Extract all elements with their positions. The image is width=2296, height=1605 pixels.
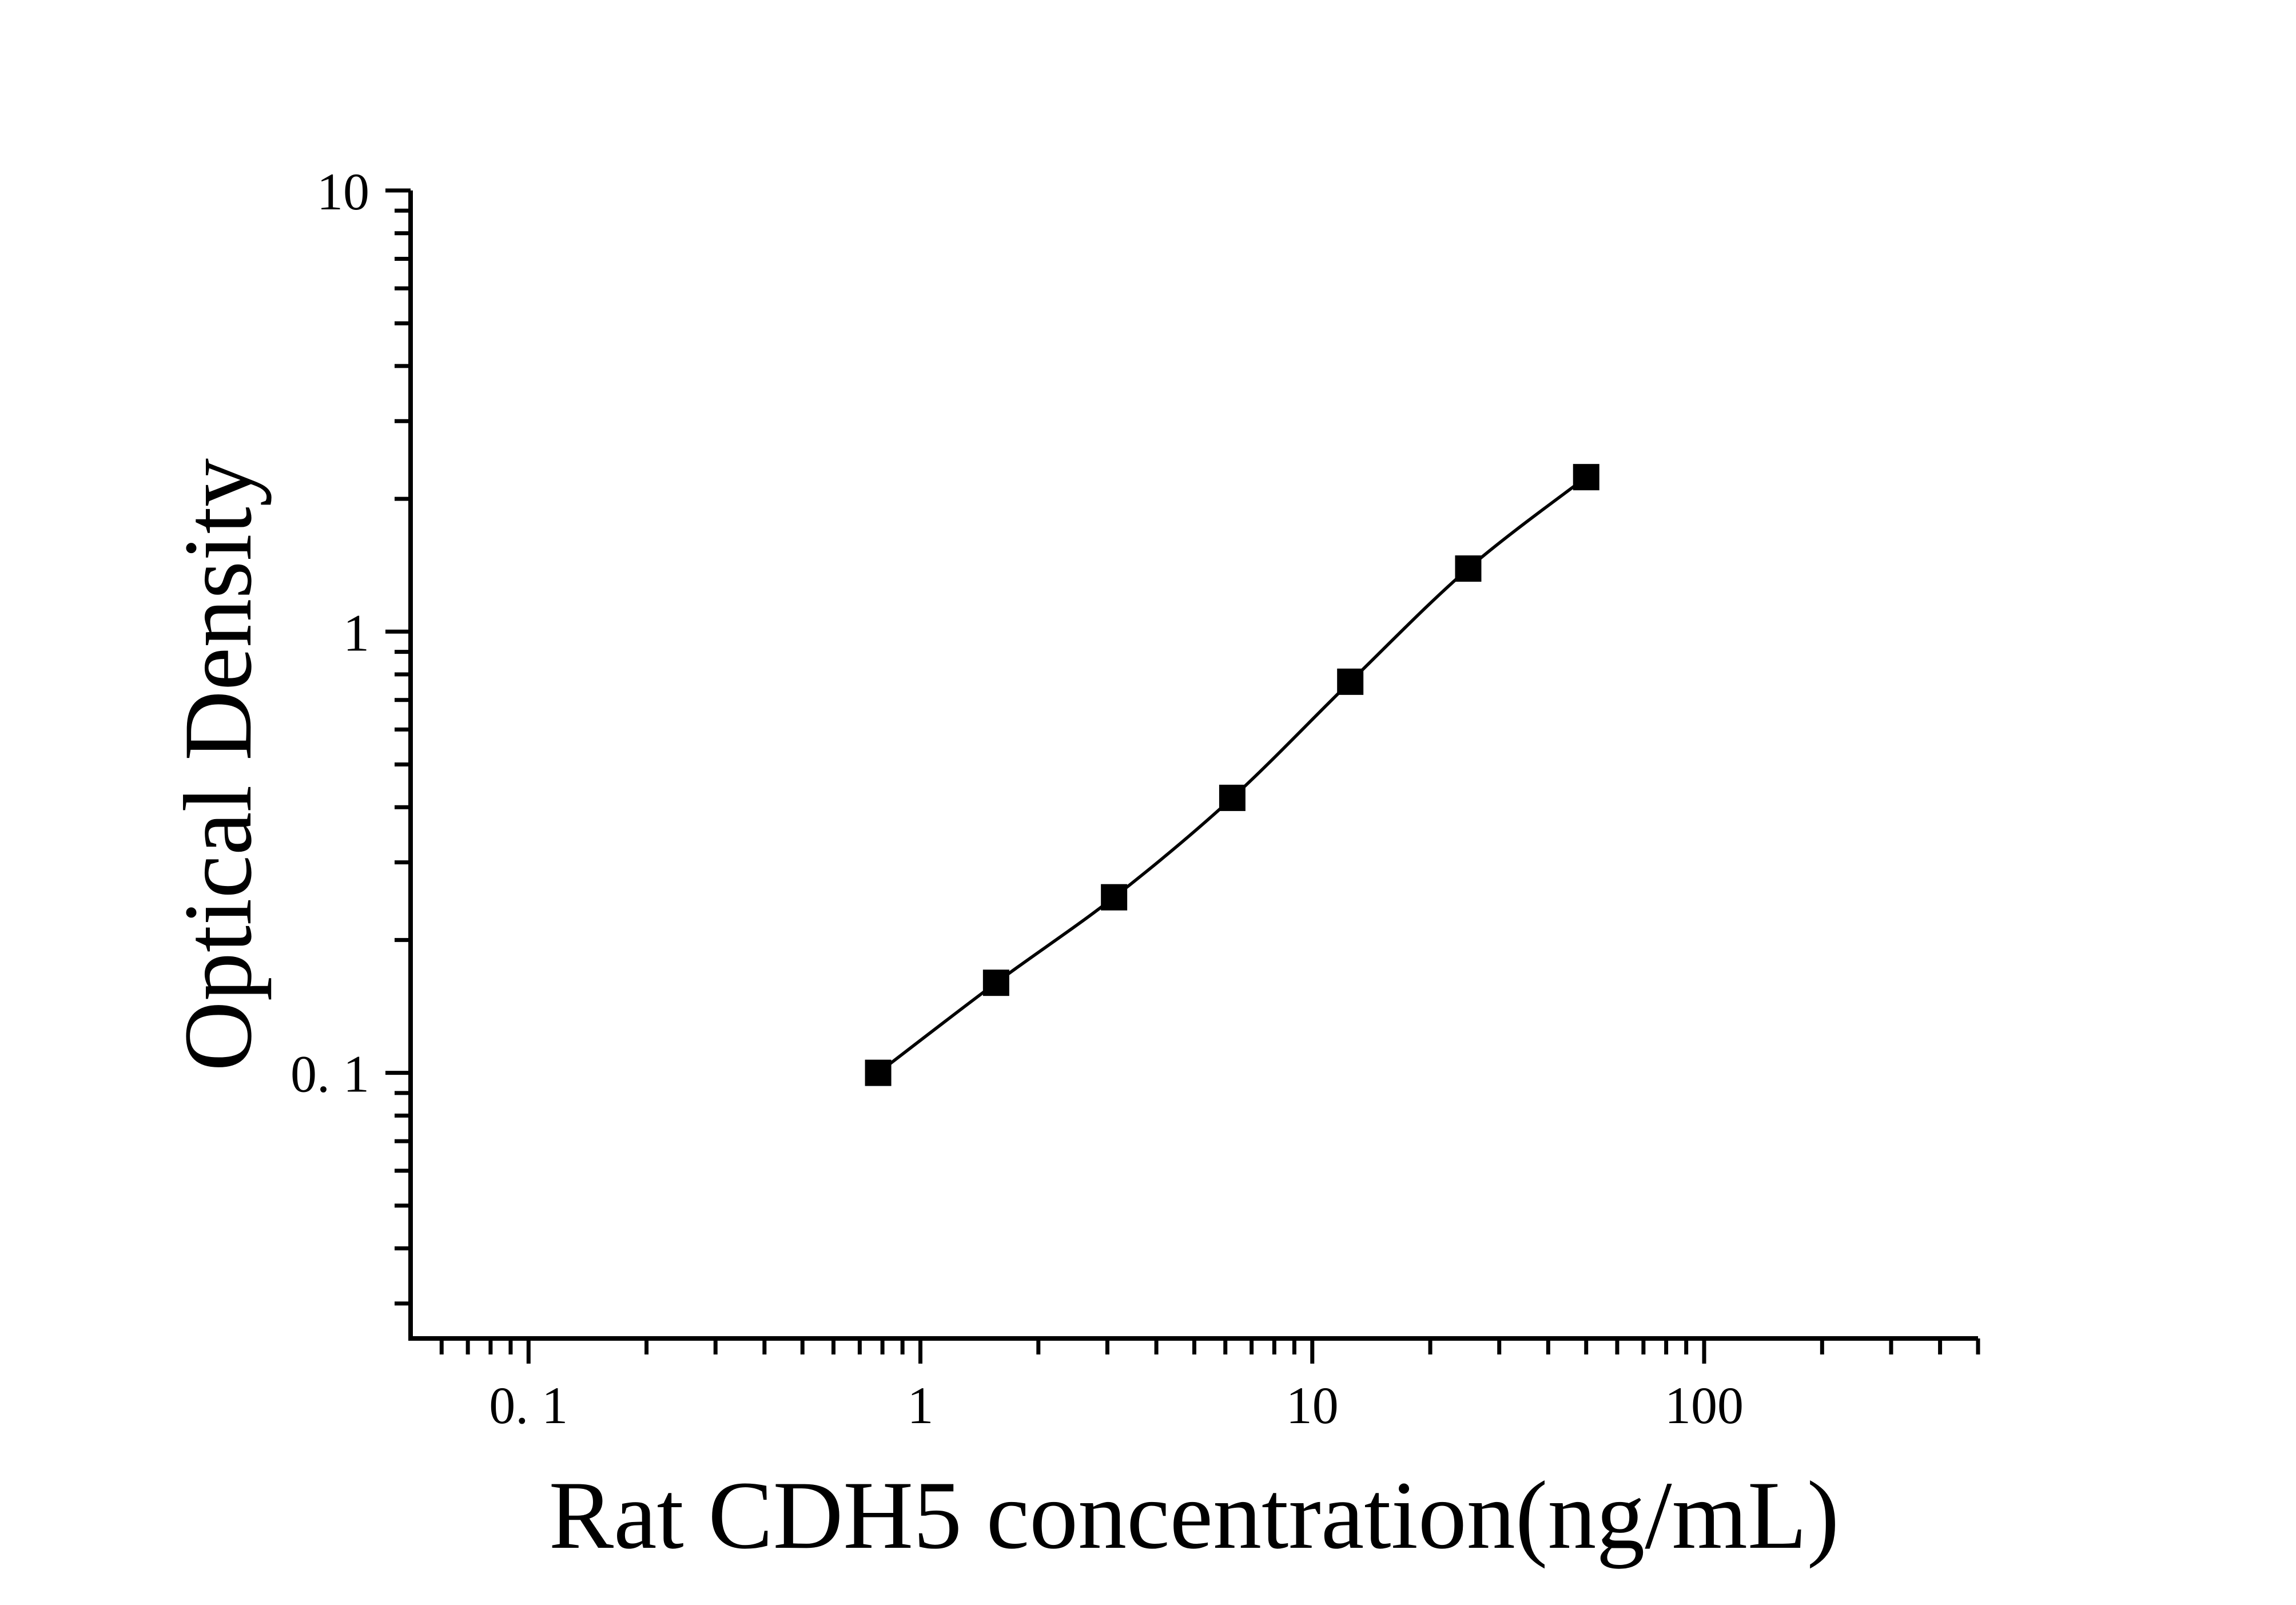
tick-labels: 0. 1 1 10 100 0. 1 1 10 bbox=[291, 162, 1744, 1435]
data-point-marker bbox=[1455, 555, 1482, 582]
x-tick-label: 10 bbox=[1286, 1376, 1339, 1435]
y-tick-label: 1 bbox=[343, 603, 369, 662]
x-tick-label: 0. 1 bbox=[489, 1376, 568, 1435]
data-point-marker bbox=[1101, 884, 1128, 911]
x-axis-title: Rat CDH5 concentration(ng/mL) bbox=[549, 1461, 1840, 1569]
data-point-marker bbox=[1573, 464, 1599, 491]
data-point-marker bbox=[1219, 784, 1246, 811]
series bbox=[865, 464, 1599, 1086]
y-tick-label: 0. 1 bbox=[291, 1045, 369, 1103]
data-point-marker bbox=[982, 970, 1009, 996]
y-axis-title: Optical Density bbox=[164, 458, 272, 1071]
axes bbox=[385, 188, 1980, 1364]
x-tick-label: 1 bbox=[908, 1376, 934, 1435]
x-tick-label: 100 bbox=[1665, 1376, 1744, 1435]
y-tick-label: 10 bbox=[317, 162, 369, 221]
data-point-marker bbox=[865, 1059, 892, 1086]
data-point-marker bbox=[1337, 668, 1364, 695]
